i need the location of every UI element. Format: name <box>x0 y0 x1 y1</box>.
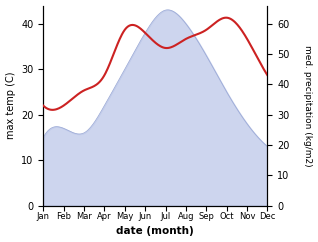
Y-axis label: med. precipitation (kg/m2): med. precipitation (kg/m2) <box>303 45 313 166</box>
X-axis label: date (month): date (month) <box>116 227 194 236</box>
Y-axis label: max temp (C): max temp (C) <box>5 72 16 139</box>
